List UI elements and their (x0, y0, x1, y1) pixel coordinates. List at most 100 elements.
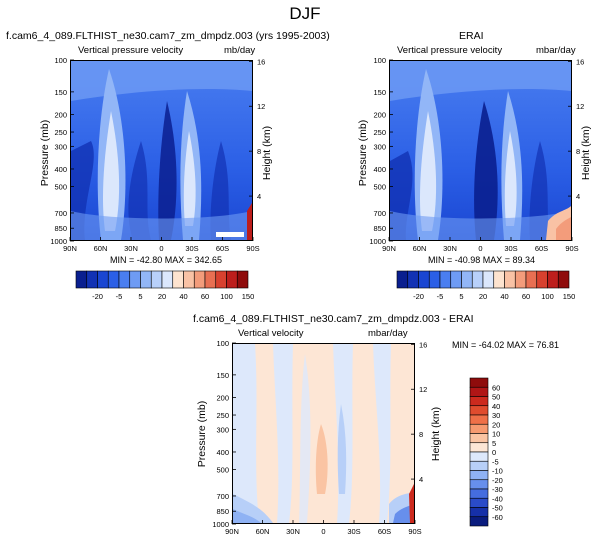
colorbar-label: 40 (492, 402, 500, 411)
x-tick-label: 30S (347, 527, 360, 536)
y-tick-label: 300 (216, 425, 229, 434)
x-tick-label: 30N (124, 244, 138, 253)
min-max-stats: MIN = -42.80 MAX = 342.65 (110, 255, 223, 265)
colorbar-swatch (514, 270, 527, 289)
contour-field (233, 344, 414, 523)
y-tick-label: 100 (54, 56, 67, 65)
x-tick-label: 60N (413, 244, 427, 253)
colorbar-swatch (469, 405, 489, 416)
colorbar-swatch (469, 451, 489, 462)
colorbar-label: 30 (492, 411, 500, 420)
axes: 100 150 200 250 300 400 500 700 850 1000 90N 60N 30… (369, 56, 584, 253)
right-tick-label: 12 (576, 102, 584, 111)
colorbar-label: -40 (492, 494, 503, 503)
units-label: mb/day (224, 45, 256, 56)
colorbar-label: 150 (242, 292, 255, 301)
right-tick-label: 12 (419, 385, 427, 394)
y-tick-label: 250 (373, 128, 386, 137)
colorbar-label: -20 (413, 292, 424, 301)
y-tick-label: 200 (216, 393, 229, 402)
right-tick-label: 4 (419, 475, 423, 484)
colorbar-label: 40 (500, 292, 508, 301)
x-tick-label: 90N (63, 244, 77, 253)
x-tick-label: 30S (185, 244, 198, 253)
colorbar-swatch (536, 270, 548, 289)
y-tick-label: 100 (216, 339, 229, 348)
colorbar-swatch (469, 460, 489, 471)
y-tick-label: 150 (54, 88, 67, 97)
x-tick-label: 60S (378, 527, 391, 536)
plot-area (70, 60, 253, 241)
colorbar-swatch (469, 442, 489, 453)
colorbar-swatch (140, 270, 152, 289)
y-tick-label: 700 (54, 209, 67, 218)
colorbar-swatch (75, 270, 88, 289)
y-tick-label: 400 (54, 165, 67, 174)
y-tick-label: 400 (373, 165, 386, 174)
colorbar-swatch (129, 270, 141, 289)
colorbar-swatch (547, 270, 559, 289)
colorbar-swatch (469, 377, 489, 388)
x-tick-label: 60N (94, 244, 108, 253)
right-tick-label: 16 (257, 57, 265, 66)
colorbar-label: 5 (138, 292, 142, 301)
right-tick-label: 8 (576, 147, 580, 156)
colorbar-label: 100 (220, 292, 233, 301)
x-tick-label: 60S (535, 244, 548, 253)
colorbar-label: 60 (492, 383, 500, 392)
y-tick-label: 100 (373, 56, 386, 65)
y-tick-label: 300 (54, 142, 67, 151)
right-tick-label: 12 (257, 102, 265, 111)
x-tick-label: 0 (478, 244, 482, 253)
colorbar-swatch (469, 433, 489, 444)
y-tick-label: 300 (373, 142, 386, 151)
colorbar-swatch (557, 270, 570, 289)
colorbar-label: 5 (459, 292, 463, 301)
x-tick-label: 30S (504, 244, 517, 253)
y-tick-label: 700 (216, 492, 229, 501)
y-tick-label: 200 (54, 110, 67, 119)
contour-field (71, 61, 252, 240)
figure-title: DJF (289, 4, 321, 23)
y-tick-label: 150 (373, 88, 386, 97)
colorbar-label: -50 (492, 504, 503, 513)
x-tick-label: 60N (256, 527, 270, 536)
y-tick-label: 850 (373, 224, 386, 233)
colorbar-swatch (469, 423, 489, 434)
y-tick-label: 850 (54, 224, 67, 233)
units-label: mbar/day (536, 45, 576, 56)
x-tick-label: 90N (225, 527, 239, 536)
x-tick-label: 30N (286, 527, 300, 536)
x-tick-label: 0 (321, 527, 325, 536)
y-tick-label: 700 (373, 209, 386, 218)
colorbar-swatch (471, 270, 484, 289)
right-tick-label: 8 (419, 430, 423, 439)
colorbar-label: -60 (492, 513, 503, 522)
right-tick-label: 4 (576, 192, 580, 201)
colorbar-swatch (107, 270, 120, 289)
y-tick-label: 250 (216, 411, 229, 420)
colorbar-swatch (469, 488, 489, 499)
y-tick-label: 1000 (50, 237, 67, 246)
colorbar-swatch (469, 507, 489, 518)
colorbar-swatch (118, 270, 131, 289)
colorbar-label: 100 (541, 292, 554, 301)
colorbar-label: 60 (201, 292, 209, 301)
colorbar-label: 20 (158, 292, 166, 301)
colorbar-label: 5 (492, 439, 496, 448)
colorbar-label: 40 (179, 292, 187, 301)
right-tick-label: 8 (257, 147, 261, 156)
colorbar-label: -5 (437, 292, 444, 301)
y-tick-label: 850 (216, 507, 229, 516)
colorbar-swatch (469, 396, 489, 407)
y-tick-label: 1000 (212, 520, 229, 529)
axes: 100 150 200 250 300 400 500 700 850 1000 90N 60N 30… (50, 56, 265, 253)
colorbar-label: -5 (116, 292, 123, 301)
min-max-stats: MIN = -64.02 MAX = 76.81 (452, 340, 560, 350)
units-label: mbar/day (368, 328, 408, 339)
colorbar-model: -20 -5 5 20 40 60 100 150 (75, 270, 255, 301)
field-label: Vertical pressure velocity (78, 45, 184, 56)
colorbar-swatch (493, 270, 505, 289)
colorbar-swatch (469, 497, 489, 508)
